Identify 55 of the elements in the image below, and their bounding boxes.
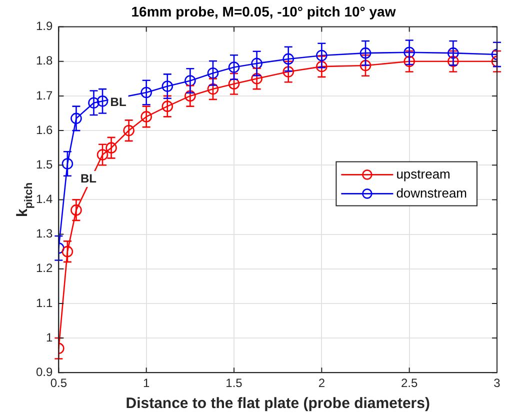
y-tick-label: 0.9 — [36, 364, 53, 379]
y-tick-label: 1.4 — [36, 192, 53, 206]
legend-label: upstream — [396, 166, 450, 182]
point — [184, 90, 196, 102]
point — [62, 158, 74, 170]
point — [251, 58, 262, 70]
point — [404, 56, 415, 68]
point — [184, 75, 196, 86]
point — [162, 80, 174, 92]
point — [228, 62, 240, 73]
point — [96, 95, 108, 107]
point — [251, 73, 262, 84]
point — [316, 50, 328, 62]
legend-label: downstream — [396, 185, 468, 200]
point — [106, 142, 117, 154]
point — [162, 100, 174, 112]
y-tick-label: 1.2 — [36, 261, 53, 276]
y-tick-label: 1.5 — [36, 157, 53, 172]
point — [96, 149, 108, 160]
point — [70, 112, 82, 124]
point — [282, 66, 294, 78]
x-tick-label: 1.5 — [226, 376, 243, 390]
y-axis-title: kpitch — [14, 182, 35, 218]
y-tick-label: 1.7 — [36, 88, 53, 102]
point — [70, 204, 82, 216]
point — [282, 53, 294, 65]
point — [88, 97, 100, 109]
x-tick-label: 2.5 — [400, 376, 418, 390]
x-tick-label: 1 — [143, 376, 150, 390]
y-tick-label: 1.3 — [36, 226, 53, 241]
x-axis-title: Distance to the flat plate (probe diameters) — [126, 395, 430, 412]
y-tick-label: 1.8 — [36, 54, 53, 68]
point — [360, 47, 372, 59]
point — [62, 246, 74, 258]
point — [448, 56, 459, 68]
point — [448, 47, 459, 59]
y-tick-label: 1 — [46, 330, 53, 344]
point — [228, 78, 240, 90]
point — [360, 60, 372, 72]
point — [123, 124, 134, 136]
point — [140, 111, 152, 122]
x-tick-label: 0.5 — [50, 376, 68, 390]
point — [404, 46, 415, 58]
point — [207, 83, 219, 95]
point — [316, 60, 328, 72]
annotation: BL — [80, 171, 96, 186]
y-tick-label: 1.9 — [36, 19, 53, 34]
annotation: BL — [110, 95, 126, 110]
x-tick-label: 3 — [494, 376, 501, 390]
y-tick-label: 1.6 — [36, 122, 53, 137]
chart-title: 16mm probe, M=0.05, -10° pitch 10° yaw — [131, 3, 396, 20]
x-tick-label: 2 — [318, 376, 326, 390]
y-tick-label: 1.1 — [36, 296, 53, 310]
point — [140, 86, 152, 98]
point — [207, 67, 219, 79]
